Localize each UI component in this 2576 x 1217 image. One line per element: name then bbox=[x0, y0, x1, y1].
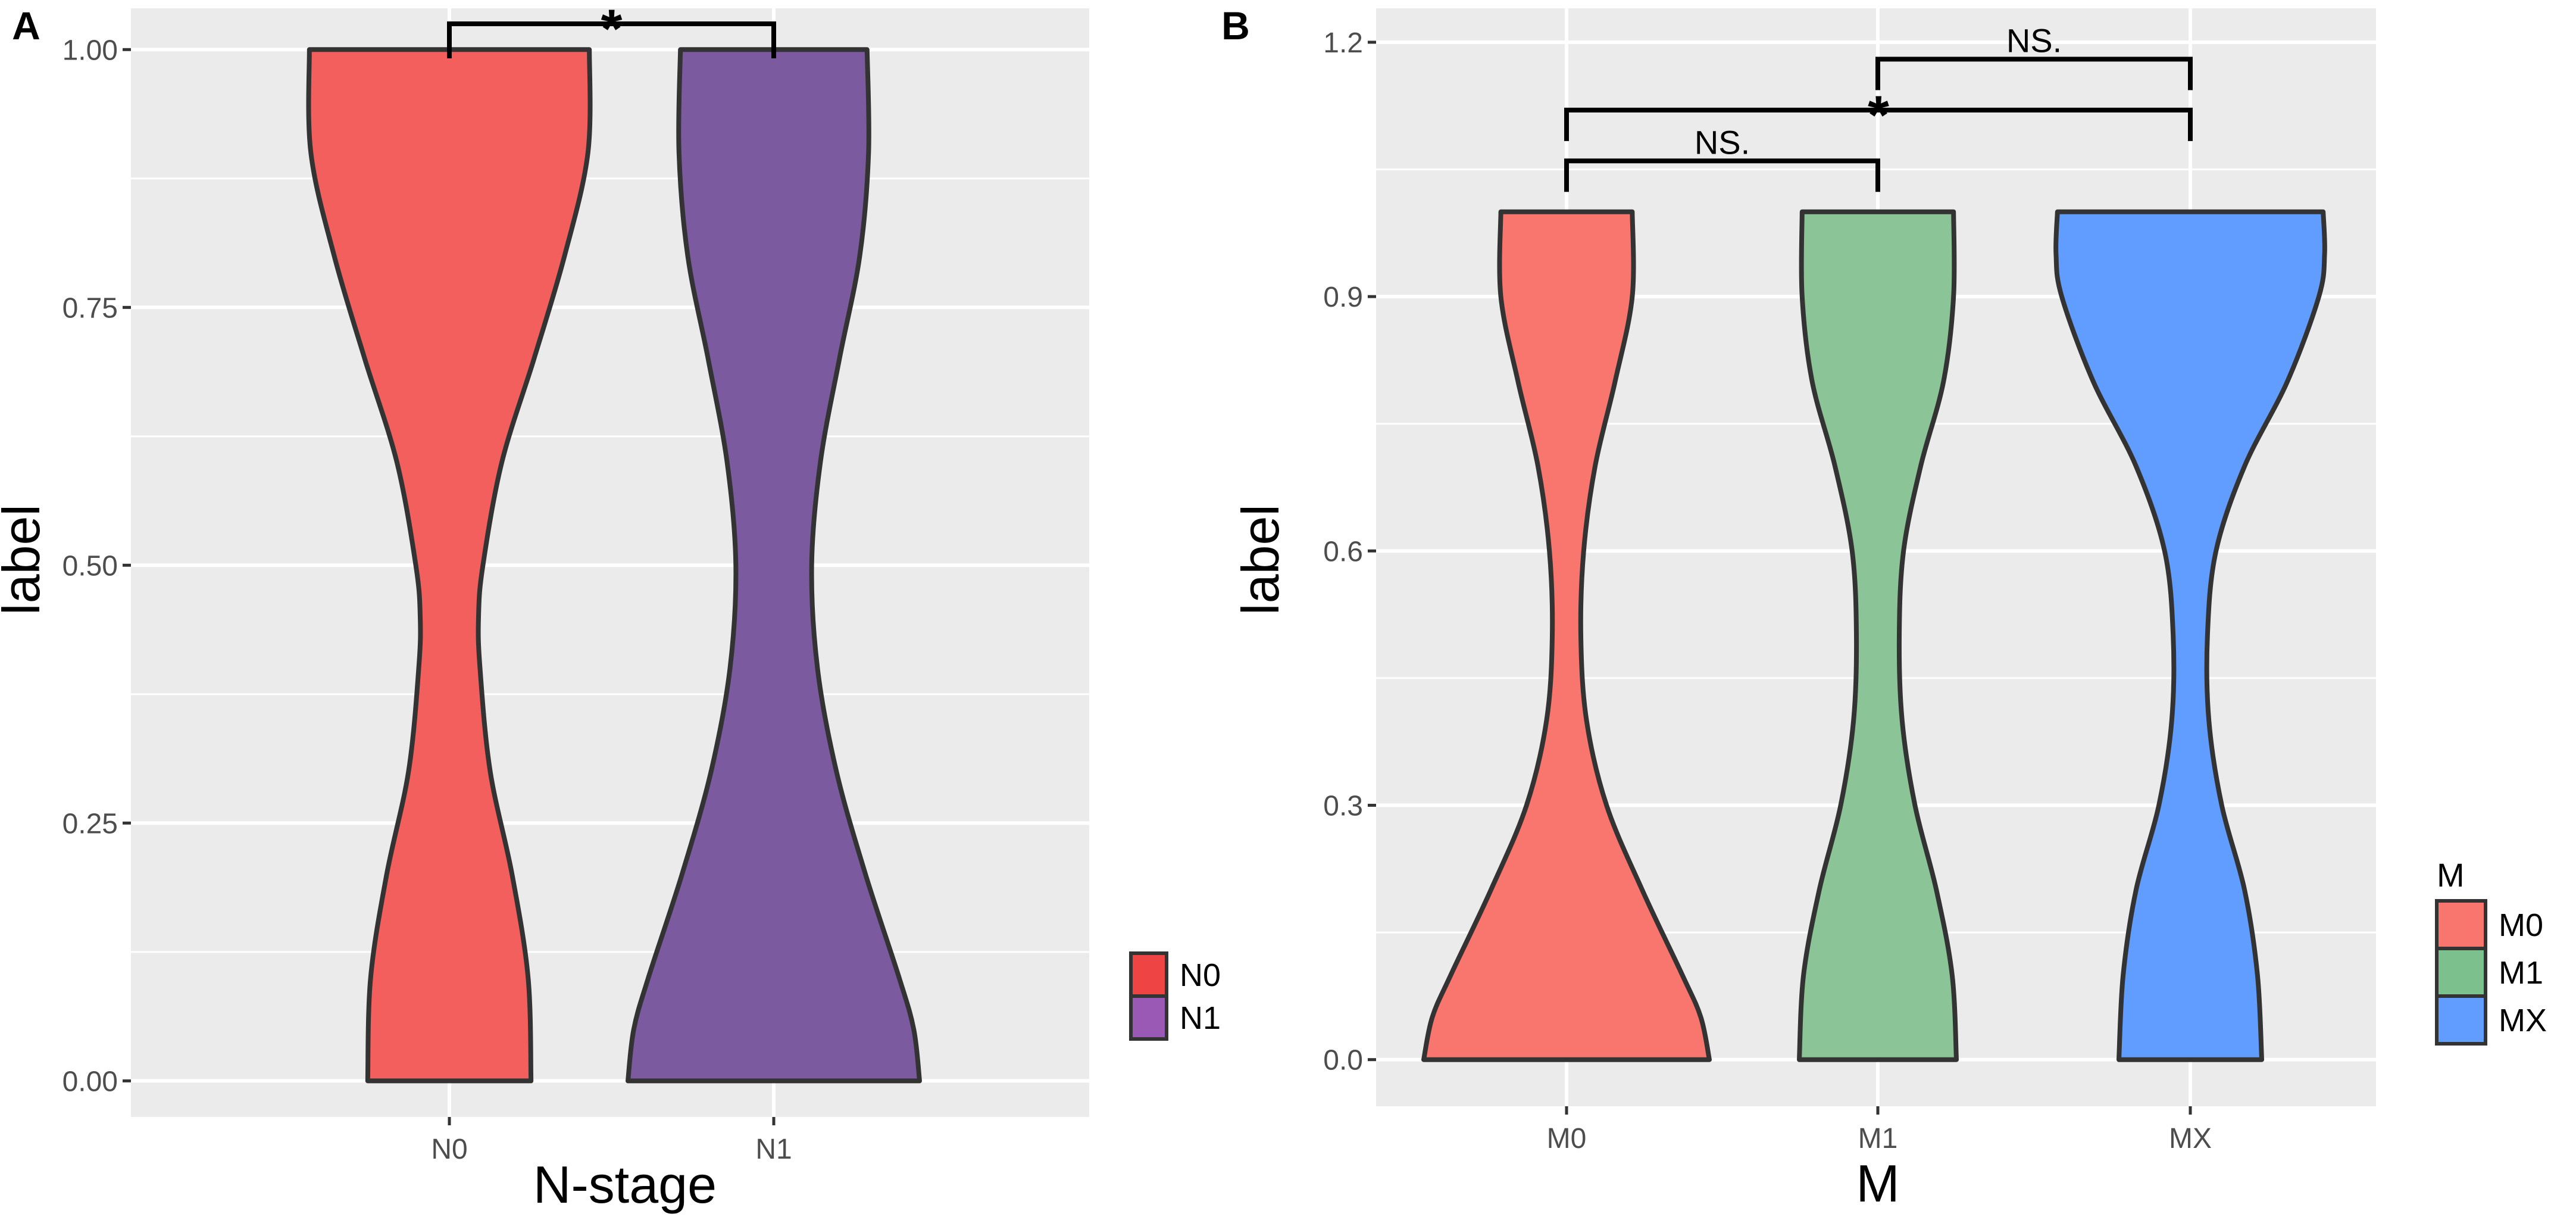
y-tick-label: 0.00 bbox=[62, 1066, 118, 1097]
panel-label: A bbox=[12, 4, 40, 48]
y-tick-label: 0.6 bbox=[1323, 536, 1363, 567]
legend-label: M1 bbox=[2499, 955, 2543, 991]
violin-m1 bbox=[1797, 209, 1959, 1062]
significance-label: NS. bbox=[1695, 123, 1750, 161]
legend-key-m0 bbox=[2435, 899, 2487, 950]
y-axis-title: label bbox=[0, 504, 51, 615]
legend-title: M bbox=[2437, 856, 2465, 894]
legend-key-n0 bbox=[1129, 951, 1168, 998]
x-tick-label: M0 bbox=[1547, 1123, 1587, 1154]
y-tick-label: 0.3 bbox=[1323, 791, 1363, 822]
x-tick-label: MX bbox=[2169, 1123, 2212, 1154]
comparison-bracket bbox=[1564, 158, 1880, 192]
comparison-bracket bbox=[1564, 107, 2193, 141]
plot-background bbox=[131, 8, 1089, 1117]
x-axis-title: M bbox=[1856, 1154, 1899, 1213]
y-tick-label: 0.0 bbox=[1323, 1045, 1363, 1076]
comparison-bracket bbox=[447, 21, 776, 58]
y-tick-label: 0.50 bbox=[62, 550, 118, 582]
legend-label: N0 bbox=[1180, 957, 1221, 993]
y-tick-label: 0.9 bbox=[1323, 282, 1363, 313]
x-axis-title: N-stage bbox=[533, 1155, 717, 1214]
legend-label: M0 bbox=[2499, 907, 2543, 943]
legend-key-m1 bbox=[2435, 947, 2487, 998]
legend-label: MX bbox=[2499, 1003, 2547, 1038]
panel-a: 0.00 0.25 0.50 0.75 1.00 N0 N1 N-stage label A * N0… bbox=[0, 0, 1221, 1214]
y-tick-label: 0.75 bbox=[62, 292, 118, 324]
y-axis-title: label bbox=[1231, 504, 1290, 615]
violin-n1 bbox=[626, 47, 922, 1084]
legend-key-mx bbox=[2435, 994, 2487, 1046]
x-tick-label: M1 bbox=[1858, 1123, 1898, 1154]
y-tick-label: 0.25 bbox=[62, 808, 118, 840]
violin-m0 bbox=[1421, 209, 1712, 1062]
significance-label: * bbox=[601, 0, 623, 60]
y-tick-label: 1.00 bbox=[62, 35, 118, 66]
comparison-bracket bbox=[1875, 57, 2193, 91]
legend-key-n1 bbox=[1129, 994, 1168, 1041]
x-tick-label: N0 bbox=[431, 1134, 467, 1165]
significance-label: NS. bbox=[2006, 21, 2062, 59]
violin-mx bbox=[2053, 209, 2327, 1062]
legend-label: N1 bbox=[1180, 1000, 1221, 1036]
significance-label: * bbox=[1868, 85, 1889, 146]
panel-label: B bbox=[1221, 4, 1250, 48]
y-tick-label: 1.2 bbox=[1323, 27, 1363, 59]
x-tick-label: N1 bbox=[755, 1134, 792, 1165]
violin-n0 bbox=[306, 47, 593, 1084]
